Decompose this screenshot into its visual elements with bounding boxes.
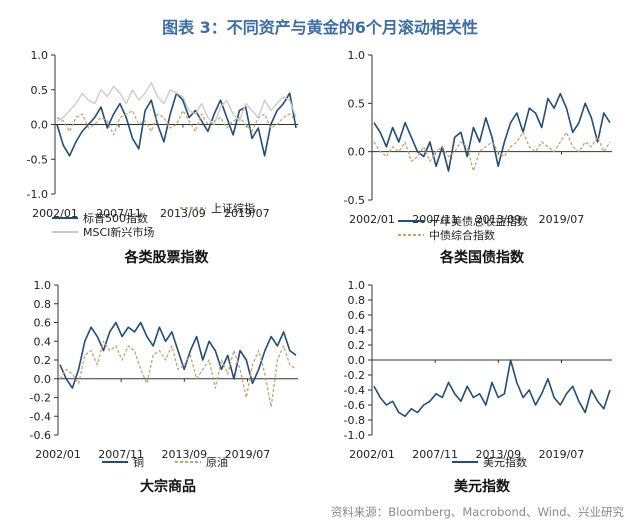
figure-title: 图表 3：不同资产与黄金的6个月滚动相关性	[162, 18, 478, 37]
x-tick-label: 2013/09	[475, 213, 521, 226]
legend-label: 美元指数	[483, 455, 527, 469]
y-tick-label: 0.0	[348, 146, 366, 159]
x-tick-label: 2007/11	[98, 448, 144, 461]
y-tick-label: -0.2	[344, 369, 365, 382]
y-tick-label: 0.0	[31, 119, 49, 132]
legend-label: MSCI新兴市场	[83, 225, 154, 239]
y-tick-label: 1.0	[348, 49, 366, 62]
series-line-1	[59, 321, 297, 389]
panel-title: 大宗商品	[140, 478, 196, 495]
y-tick-label: -0.2	[30, 392, 51, 405]
y-tick-label: 0.4	[34, 335, 52, 348]
x-tick-label: 2007/11	[412, 448, 458, 461]
y-tick-label: 0.5	[348, 97, 366, 110]
legend-label: 十年美债总收益指数	[429, 214, 528, 228]
x-tick-label: 2007/11	[412, 213, 458, 226]
legend-label: 铜	[133, 455, 144, 469]
x-tick-label: 2013/09	[475, 448, 521, 461]
x-tick-label: 2019/07	[539, 448, 585, 461]
x-tick-label: 2013/09	[161, 448, 207, 461]
series-line-1	[373, 92, 611, 172]
y-tick-label: 0.0	[34, 373, 52, 386]
y-tick-label: 0.6	[348, 309, 366, 322]
series-line-2	[56, 109, 297, 136]
y-tick-label: 0.4	[348, 324, 366, 337]
y-tick-label: 0.5	[31, 84, 49, 97]
y-tick-label: -0.4	[30, 410, 51, 423]
panel-title: 美元指数	[454, 478, 511, 495]
y-tick-label: -1.0	[344, 429, 365, 442]
y-tick-label: -0.6	[30, 429, 51, 442]
x-tick-label: 2019/07	[225, 448, 271, 461]
y-tick-label: -0.8	[344, 414, 365, 427]
legend-label: 原油	[206, 455, 228, 469]
panel-title: 各类国债指数	[439, 249, 525, 266]
y-tick-label: 0.8	[34, 298, 52, 311]
y-tick-label: -0.5	[27, 153, 48, 166]
x-tick-label: 2002/01	[349, 448, 395, 461]
legend-label: 中债综合指数	[429, 228, 495, 242]
series-line-2	[59, 340, 297, 408]
series-line-1	[373, 359, 611, 418]
y-tick-label: 0.2	[348, 339, 366, 352]
x-tick-label: 2007/11	[96, 207, 142, 220]
x-tick-label: 2002/01	[32, 207, 78, 220]
panel-title: 各类股票指数	[124, 249, 210, 266]
x-tick-label: 2019/07	[539, 213, 585, 226]
source-note: 资料来源：Bloomberg、Macrobond、Wind、兴业研究	[330, 505, 624, 519]
x-tick-label: 2019/07	[224, 207, 270, 220]
y-tick-label: -1.0	[27, 188, 48, 201]
series-line-3	[56, 82, 297, 126]
y-tick-label: 0.0	[348, 354, 366, 367]
legend-label: 标普500指数	[83, 211, 148, 225]
y-tick-label: 1.0	[31, 49, 49, 62]
y-tick-label: 1.0	[34, 279, 52, 292]
y-tick-label: -0.5	[344, 194, 365, 207]
y-tick-label: 0.6	[34, 317, 52, 330]
x-tick-label: 2002/01	[349, 213, 395, 226]
y-tick-label: -0.6	[344, 399, 365, 412]
x-tick-label: 2002/01	[35, 448, 81, 461]
y-tick-label: 0.2	[34, 354, 52, 367]
y-tick-label: -0.4	[344, 384, 365, 397]
x-tick-label: 2013/09	[160, 207, 206, 220]
y-tick-label: 1.0	[348, 279, 366, 292]
y-tick-label: 0.8	[348, 294, 366, 307]
legend-label: 上证综指	[211, 201, 255, 215]
